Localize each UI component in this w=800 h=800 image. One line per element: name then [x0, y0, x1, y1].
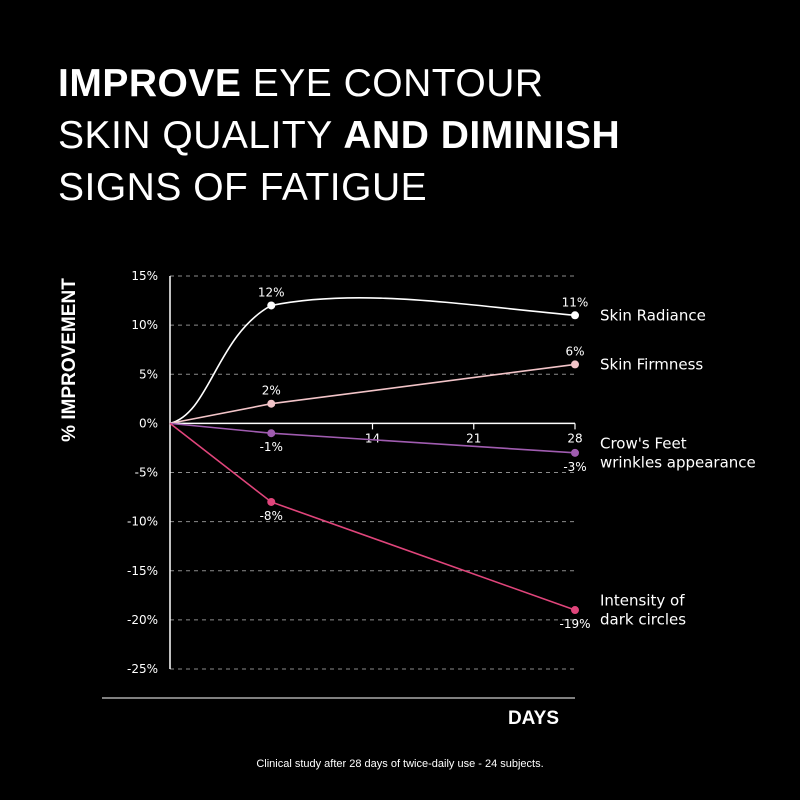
footnote: Clinical study after 28 days of twice-da…: [256, 758, 544, 770]
legend-label: Skin Radiance: [600, 306, 706, 324]
y-tick-label: -15%: [127, 564, 158, 578]
x-tick-label: 28: [567, 431, 582, 445]
headline-line-3: SIGNS OF FATIGUE: [58, 166, 428, 209]
series-line: [169, 363, 576, 425]
y-tick-label: 0%: [139, 416, 158, 430]
y-tick-label: -25%: [127, 662, 158, 676]
legend-label: Skin Firmness: [600, 355, 703, 373]
headline-rest-1: EYE CONTOUR: [241, 62, 544, 105]
data-point: [267, 399, 276, 408]
y-tick-label: 5%: [139, 367, 158, 381]
series-lines: 12% 11% 2% 6% -1% -3% -8% -19%: [169, 285, 591, 631]
y-tick-label: 15%: [131, 269, 158, 283]
x-tick-label: 21: [466, 431, 481, 445]
headline-bold-2: AND DIMINISH: [343, 114, 621, 157]
y-tick-labels: 15% 10% 5% 0% -5% -10% -15% -20% -25%: [127, 269, 158, 676]
data-point: [571, 606, 579, 615]
x-tick-label: 14: [365, 431, 380, 445]
data-point: [571, 448, 579, 457]
y-tick-label: -5%: [135, 466, 158, 480]
legend-label: Intensity of: [600, 592, 685, 610]
series-line: [169, 422, 576, 611]
headline: IMPROVE EYE CONTOUR SKIN QUALITY AND DIM…: [58, 58, 620, 214]
data-point: [267, 301, 276, 310]
data-label: 6%: [565, 344, 584, 358]
data-label: 2%: [262, 384, 281, 398]
y-tick-label: -10%: [127, 515, 158, 529]
x-axis-title: DAYS: [507, 708, 559, 729]
legend-label: dark circles: [600, 611, 686, 629]
axes: [102, 276, 575, 699]
y-tick-label: 10%: [131, 318, 158, 332]
data-label: -3%: [563, 460, 586, 474]
headline-regular-2: SKIN QUALITY: [58, 114, 344, 157]
headline-line-2: SKIN QUALITY AND DIMINISH: [58, 110, 620, 162]
legend-label: Crow's Feet: [600, 434, 687, 452]
legend-label: wrinkles appearance: [600, 453, 756, 471]
data-point: [571, 311, 579, 320]
data-label: 12%: [258, 285, 285, 299]
data-point: [267, 497, 276, 506]
grid-lines: [170, 275, 575, 670]
data-point: [571, 360, 579, 369]
x-tick-labels: 14 21 28: [365, 423, 583, 445]
series-line: [169, 297, 576, 425]
headline-line-1: IMPROVE EYE CONTOUR: [58, 58, 620, 110]
data-point: [267, 429, 276, 438]
data-label: -1%: [260, 440, 283, 454]
y-tick-label: -20%: [127, 613, 158, 627]
series-legend: Skin Radiance Skin Firmness Crow's Feetwri…: [600, 306, 756, 628]
data-label: 11%: [562, 295, 589, 309]
headline-bold-1: IMPROVE: [58, 62, 242, 105]
data-label: -19%: [559, 617, 590, 631]
data-label: -8%: [260, 509, 283, 523]
